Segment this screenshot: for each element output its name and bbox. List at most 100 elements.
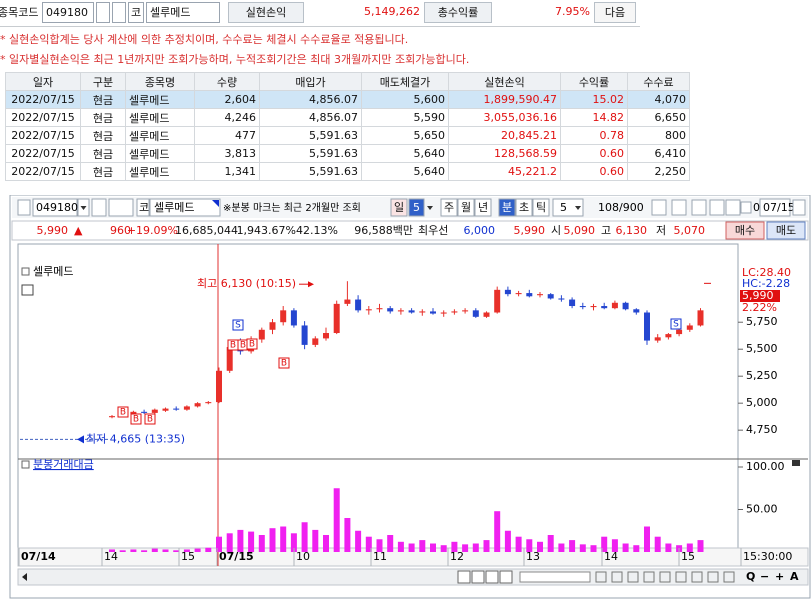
volume-bar <box>237 529 244 552</box>
tool-icon[interactable] <box>709 199 725 216</box>
period-button[interactable] <box>532 198 550 217</box>
period-button[interactable] <box>474 198 492 217</box>
table-cell: 4,070 <box>627 90 690 109</box>
search-button[interactable] <box>91 198 107 217</box>
volume-bar <box>269 528 276 552</box>
header-row: 일자 구분 종목명 수량 매입가 매도체결가 실현손익 수익률 수수료 <box>5 72 690 91</box>
header-cell: 수익률 <box>560 72 628 91</box>
candle-body <box>258 329 265 340</box>
volume-bar <box>654 536 661 552</box>
scroll-thumb <box>519 571 591 583</box>
quote-item: 5,090 <box>564 224 596 237</box>
zoom-control: + <box>775 570 784 583</box>
volume-bar <box>355 530 362 552</box>
candle-body <box>173 408 180 410</box>
time-label: 14 <box>104 550 118 563</box>
side-label: 5,990 <box>742 289 774 302</box>
menu-icon[interactable] <box>17 199 31 216</box>
table-row: 2022/07/15 현금 셀루메드 4,246 4,856.07 5,590 3,055,… <box>5 108 690 127</box>
code-input[interactable]: 049180 <box>42 2 94 23</box>
dropdown-arrow <box>427 206 433 210</box>
buy-button[interactable] <box>725 221 765 240</box>
sell-label: 매도 <box>776 224 796 237</box>
search-button[interactable] <box>112 2 126 23</box>
interval-box[interactable] <box>552 198 584 217</box>
candle-body <box>686 325 693 330</box>
volume-bar <box>483 540 490 552</box>
toolbar-note: ※분봉 마크는 최근 2개월만 조회 <box>223 202 361 214</box>
tool-icon[interactable] <box>651 199 667 216</box>
table-cell: 5,640 <box>361 162 449 181</box>
sell-button[interactable] <box>766 221 806 240</box>
series-icon <box>21 284 34 296</box>
table-cell: 현금 <box>80 90 126 109</box>
period: 틱 <box>536 201 546 214</box>
date-box[interactable] <box>759 198 791 217</box>
trade-mark-label: B <box>133 415 139 425</box>
name-flag <box>212 200 219 207</box>
series-icon <box>21 267 30 276</box>
volume-bar <box>365 536 372 552</box>
name-box <box>149 198 221 217</box>
trade-mark-label: B <box>147 415 153 425</box>
volume-bar <box>590 545 597 552</box>
code: 049180 <box>36 201 78 214</box>
volume-bar <box>611 539 618 552</box>
period-button[interactable] <box>390 198 408 217</box>
tool-icon[interactable] <box>671 199 687 216</box>
candle-body <box>654 337 661 341</box>
table-cell: 2022/07/15 <box>5 144 81 163</box>
scrollbar[interactable] <box>17 568 809 586</box>
tool-icon[interactable] <box>725 199 741 216</box>
volume-bar <box>419 540 426 552</box>
tool-icon[interactable] <box>691 199 707 216</box>
volume-bar <box>194 548 201 552</box>
check: 0 <box>753 201 760 214</box>
volume-bar <box>216 536 222 552</box>
pane-icon <box>792 460 800 466</box>
day-n-box[interactable] <box>408 198 425 217</box>
count: 108 <box>598 201 619 214</box>
interval: 5 <box>560 201 567 214</box>
trade-mark-label: B <box>240 341 246 351</box>
price-tag <box>740 290 780 302</box>
table-cell: 셀루메드 <box>125 162 195 181</box>
trade-mark <box>246 338 258 350</box>
table-cell: 5,600 <box>361 90 449 109</box>
volume-bar <box>665 543 672 552</box>
table-cell: 현금 <box>80 126 126 145</box>
dropdown[interactable] <box>96 2 110 23</box>
table-cell: 5,640 <box>361 144 449 163</box>
candle-body <box>644 312 650 341</box>
time-label: 15:30:00 <box>743 550 792 563</box>
time-label: 13 <box>526 550 540 563</box>
checkbox[interactable] <box>740 201 752 214</box>
tool-icon <box>659 571 671 583</box>
market: 코 <box>139 201 149 214</box>
profit-table: 일자 구분 종목명 수량 매입가 매도체결가 실현손익 수익률 수수료 2022/07/15 현금 셀… <box>5 72 690 181</box>
trade-mark <box>130 413 142 425</box>
code-input[interactable] <box>32 198 78 217</box>
return-value: 7.95% <box>555 5 590 18</box>
period-button[interactable] <box>440 198 458 217</box>
header-cell: 수량 <box>194 72 260 91</box>
period-button[interactable] <box>498 198 516 217</box>
table-cell: 5,591.63 <box>259 162 362 181</box>
next-button[interactable]: 다음 <box>594 2 636 23</box>
y-tick-label: 50.00 <box>746 503 778 516</box>
link-button[interactable] <box>108 198 134 217</box>
candle-body <box>280 310 287 323</box>
table-cell: 14.82 <box>560 108 628 127</box>
table-cell: 1,341 <box>194 162 260 181</box>
calendar-icon[interactable] <box>792 199 806 216</box>
volume-bar <box>226 533 233 552</box>
volume-bar <box>323 535 329 552</box>
table-cell: 셀루메드 <box>125 144 195 163</box>
volume-bar <box>547 535 554 552</box>
candle-body <box>622 302 629 310</box>
period-button[interactable] <box>457 198 475 217</box>
time-label: 15 <box>181 550 195 563</box>
period-button[interactable] <box>515 198 533 217</box>
quote-bar <box>11 220 809 241</box>
